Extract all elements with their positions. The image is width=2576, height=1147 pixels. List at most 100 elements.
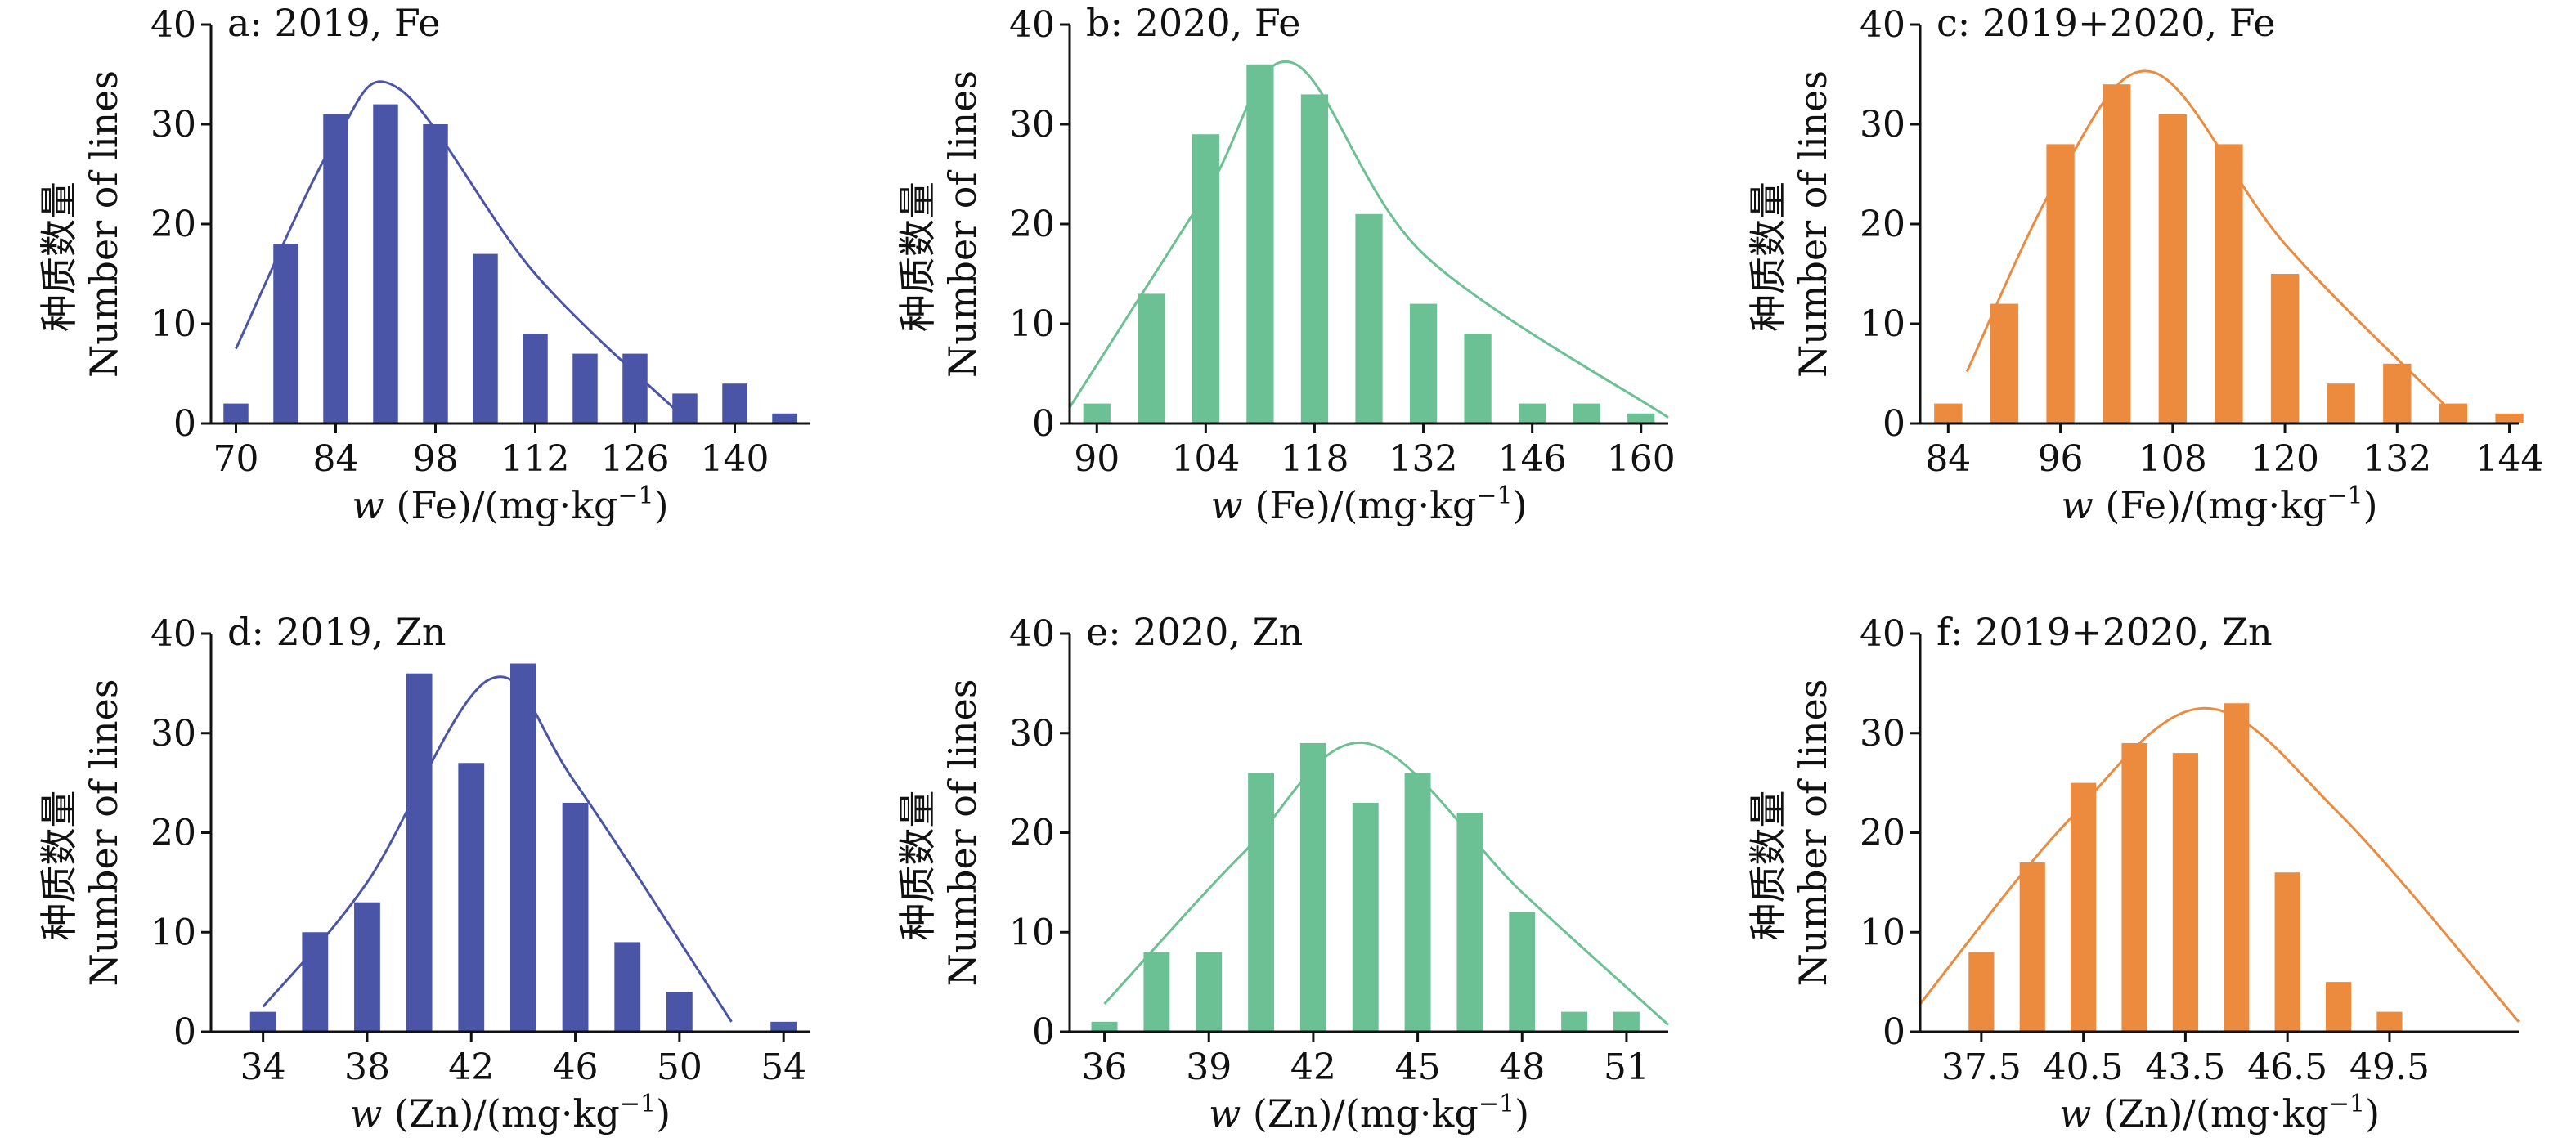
bar [523,334,548,423]
x-tick-label: 70 [213,438,259,480]
x-tick-label: 98 [413,438,459,480]
x-axis-label: w (Fe)/(mg·kg−1) [352,482,668,527]
x-tick-label: 40.5 [2044,1046,2124,1088]
fit-curve [1919,706,2520,1023]
bar [1248,773,1275,1032]
y-axis-label: Number of lines [940,679,985,987]
bar [1509,912,1536,1032]
bar [373,104,398,423]
bar [2215,144,2243,423]
x-tick-label: 38 [344,1046,390,1088]
x-tick-label: 118 [1280,438,1349,480]
y-tick-label: 0 [173,1011,196,1053]
x-axis-label-exponent: −1 [617,482,653,510]
panel-title: e: 2020, Zn [1086,610,1303,654]
y-tick-label: 20 [150,813,196,854]
bar [2019,862,2045,1032]
y-tick-label: 10 [1860,303,1905,345]
x-axis-label-close: ) [2363,483,2378,527]
y-axis-label: Number of lines [1791,679,1835,987]
fit-curve [262,675,733,1023]
x-axis-label: w (Zn)/(mg·kg−1) [350,1090,671,1136]
x-tick-label: 51 [1604,1046,1649,1088]
bar [2158,114,2187,424]
x-tick-label: 45 [1395,1046,1441,1088]
y-tick-label: 30 [1009,713,1055,755]
y-tick-label: 40 [150,613,196,655]
bar [1561,1011,1588,1032]
panel-title: d: 2019, Zn [227,610,446,654]
x-axis-label-unit: /(mg·kg [2183,1091,2328,1136]
y-axis-label-cn: 种质数量 [895,791,940,941]
bar [2327,383,2355,423]
y-tick-label: 20 [1860,813,1905,854]
y-tick-label: 30 [1860,104,1905,146]
x-axis-label-exponent: −1 [2327,482,2363,510]
bar [1196,952,1223,1032]
bar [1246,64,1274,424]
bar [1300,94,1329,424]
y-axis-label: Number of lines [940,70,985,378]
bar [2224,703,2250,1032]
x-tick-label: 46 [553,1046,599,1088]
x-tick-label: 132 [1389,438,1458,480]
y-tick-label: 0 [173,403,196,445]
x-tick-label: 108 [2138,438,2207,480]
bar [2121,742,2147,1032]
y-tick-label: 40 [150,4,196,46]
x-axis-label-symbol: w [2059,1091,2091,1136]
y-axis-label: Number of lines [1791,70,1835,378]
bar [1519,403,1546,423]
y-tick-label: 10 [150,912,196,953]
x-axis-label-symbol: w [2061,483,2093,527]
bar [2270,274,2300,423]
y-axis-label-cn: 种质数量 [895,181,940,332]
y-tick-label: 30 [150,104,196,146]
chart-panel-f: 0 10 20 30 40 37.5 40.5 43.5 46.5 49.5 f: 2019+202… [1746,610,2520,1136]
bar [1990,303,2019,423]
fit-curve [1965,69,2455,414]
bar [1138,293,1165,423]
panel-title: a: 2019, Fe [227,1,440,45]
x-axis-label-close: ) [2365,1091,2380,1136]
x-tick-label: 160 [1607,438,1676,480]
bar [722,383,747,423]
x-axis-label-symbol: w [350,1091,382,1136]
bar [1091,1021,1118,1032]
bar [1143,952,1170,1032]
x-axis-label: w (Fe)/(mg·kg−1) [1210,482,1527,527]
bar [572,353,598,423]
bar [1352,802,1379,1032]
bar [1083,403,1111,423]
bar [323,114,348,424]
y-tick-label: 10 [1860,912,1905,953]
x-tick-label: 96 [2038,438,2084,480]
chart-panel-e: 0 10 20 30 40 36 39 42 45 48 51 e: 2020, Zn w (Zn)/(… [895,610,1670,1136]
x-axis-label: w (Zn)/(mg·kg−1) [2059,1090,2380,1136]
y-tick-label: 20 [150,204,196,245]
bar [2071,782,2097,1032]
panel-title: b: 2020, Fe [1086,1,1301,45]
bar [562,802,589,1032]
x-tick-label: 146 [1498,438,1567,480]
x-tick-label: 34 [240,1046,286,1088]
x-tick-label: 48 [1499,1046,1545,1088]
x-tick-label: 54 [761,1046,806,1088]
bar [458,763,485,1032]
bar [614,942,641,1032]
y-tick-label: 20 [1860,204,1905,245]
x-axis-label-element: (Fe) [384,483,472,527]
bar [1355,213,1383,423]
bar [473,253,498,423]
x-tick-label: 112 [501,438,570,480]
x-axis-label-unit: /(mg·kg [1331,483,1476,527]
y-axis-label: Number of lines [82,70,126,378]
y-tick-label: 0 [1032,403,1055,445]
x-axis-label-element: (Zn) [1241,1091,1332,1136]
x-tick-label: 84 [313,438,359,480]
x-tick-label: 90 [1074,438,1120,480]
y-tick-label: 0 [1883,403,1905,445]
y-tick-label: 20 [1009,204,1055,245]
chart-panel-a: 0 10 20 30 40 70 84 98 112 126 140 a: 2019, Fe w (Fe… [37,1,810,527]
x-axis-label-unit: /(mg·kg [2181,483,2327,527]
